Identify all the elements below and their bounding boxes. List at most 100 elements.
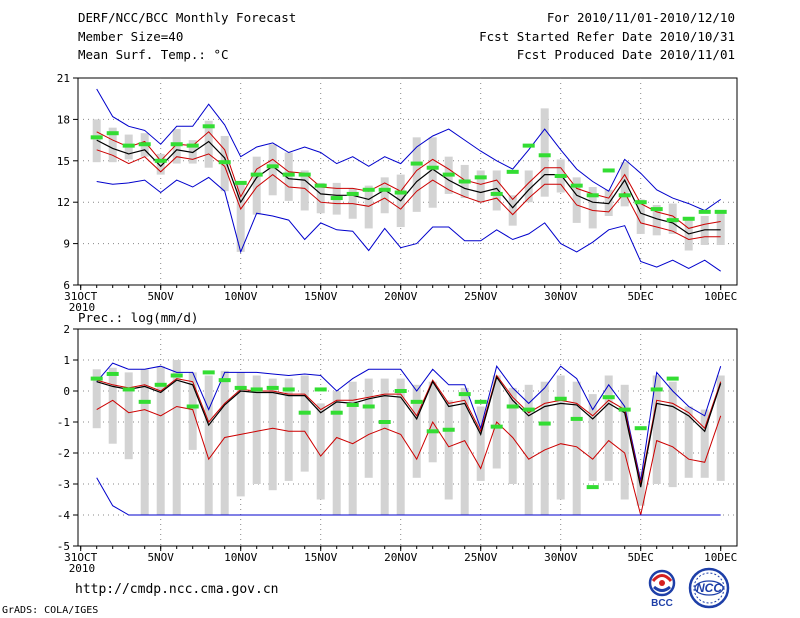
bcc-logo-text: BCC	[651, 598, 673, 608]
temp-xtick-label: 20NOV	[384, 290, 417, 303]
temp-spread-box	[716, 213, 725, 245]
prec-series-mean	[96, 375, 722, 488]
temp-observed-marker	[122, 143, 135, 148]
temp-ytick-label: 6	[63, 279, 70, 292]
prec-xtick-label: 30NOV	[544, 551, 577, 564]
prec-spread-box	[636, 471, 645, 506]
temp-spread-box	[172, 129, 181, 164]
prec-observed-marker	[586, 485, 599, 490]
temp-spread-box	[300, 170, 309, 211]
prec-observed-marker	[602, 395, 615, 400]
temp-spread-box	[92, 119, 101, 163]
prec-observed-marker	[266, 385, 279, 390]
prec-spread-box	[92, 369, 101, 429]
prec-spread-box	[556, 375, 565, 500]
temp-spread-box	[204, 120, 213, 168]
prec-spread-box	[508, 387, 517, 484]
prec-frame	[77, 328, 738, 547]
prec-spread-box	[716, 375, 725, 481]
prec-spread-box	[172, 360, 181, 515]
forecast-period: For 2010/11/01-2010/12/10	[546, 10, 735, 25]
temp-frame	[77, 77, 738, 286]
temp-ytick-label: 12	[57, 196, 70, 209]
temp-observed-marker	[378, 187, 391, 192]
temp-spread-box	[236, 181, 245, 252]
prec-series-max	[96, 362, 722, 482]
prec-observed-marker	[458, 392, 471, 397]
prec-series-min	[96, 477, 721, 516]
prec-ytick-label: 0	[63, 385, 70, 398]
prec-observed-marker	[90, 376, 103, 381]
prec-xtick-label: 31OCT	[64, 551, 97, 564]
temp-observed-marker	[106, 131, 119, 136]
prec-observed-marker	[170, 373, 183, 378]
prec-ytick-label: -2	[57, 447, 70, 460]
prec-observed-marker	[154, 382, 167, 387]
prec-observed-marker	[538, 421, 551, 426]
prec-xtick-label: 10DEC	[704, 551, 737, 564]
prec-ytick-label: 2	[63, 323, 70, 336]
temp-observed-marker	[554, 173, 567, 178]
prec-spread-box	[700, 409, 709, 478]
temp-observed-marker	[330, 196, 343, 201]
temp-observed-marker	[634, 200, 647, 205]
prec-spread-box	[300, 375, 309, 472]
chart-title: DERF/NCC/BCC Monthly Forecast	[78, 10, 297, 25]
prec-spread-box	[316, 403, 325, 500]
prec-observed-marker	[138, 399, 151, 404]
temp-spread-box	[524, 170, 533, 203]
temp-spread-box	[700, 216, 709, 245]
prec-series-lower	[96, 399, 722, 516]
prec-spread-box	[380, 378, 389, 515]
temp-observed-marker	[266, 164, 279, 169]
prec-spread-box	[476, 406, 485, 481]
prec-observed-marker	[410, 399, 423, 404]
prec-observed-marker	[234, 385, 247, 390]
prec-spread-box	[156, 366, 165, 515]
temp-spread-box	[316, 182, 325, 214]
prec-spread-box	[364, 378, 373, 478]
temp-observed-marker	[650, 207, 663, 212]
temp-observed-marker	[442, 172, 455, 177]
variable-label: Mean Surf. Temp.: °C	[78, 47, 229, 62]
prec-xtick-label: 5DEC	[627, 551, 654, 564]
prec-observed-marker	[250, 387, 263, 392]
bcc-logo: BCC	[640, 568, 684, 609]
source-url[interactable]: http://cmdp.ncc.cma.gov.cn	[75, 582, 279, 597]
temp-observed-marker	[426, 165, 439, 170]
temp-observed-marker	[618, 193, 631, 198]
prec-observed-marker	[570, 416, 583, 421]
prec-observed-marker	[378, 420, 391, 424]
prec-xtick-label: 5NOV	[147, 551, 174, 564]
temp-observed-marker	[522, 143, 535, 148]
temp-observed-marker	[186, 143, 199, 148]
prec-ytick-label: -1	[57, 416, 70, 429]
temp-observed-marker	[506, 169, 519, 174]
prec-observed-marker	[282, 387, 295, 392]
prec-observed-marker	[346, 402, 359, 407]
temp-observed-marker	[714, 209, 727, 214]
temp-spread-box	[108, 127, 117, 163]
temp-spread-box	[636, 199, 645, 234]
prec-spread-box	[348, 381, 357, 515]
temp-observed-marker	[154, 158, 167, 163]
member-size: Member Size=40	[78, 29, 184, 44]
temp-observed-marker	[234, 180, 247, 185]
prec-observed-marker	[106, 371, 119, 376]
temp-observed-marker	[570, 183, 583, 188]
temp-observed-marker	[458, 179, 471, 184]
prec-panel-title: Prec.: log(mm/d)	[78, 310, 198, 325]
temp-spread-box	[268, 144, 277, 196]
temp-spread-box	[380, 177, 389, 214]
temp-spread-box	[652, 204, 661, 236]
temp-observed-marker	[682, 216, 695, 221]
bcc-logo-icon: BCC	[648, 569, 676, 609]
prec-xtick-label: 20NOV	[384, 551, 417, 564]
temp-observed-marker	[346, 191, 359, 196]
ncc-logo: NCC	[684, 567, 734, 609]
temp-ytick-label: 18	[57, 113, 70, 126]
prec-observed-marker	[330, 410, 343, 415]
prec-spread-box	[396, 378, 405, 515]
prec-spread-box	[140, 369, 149, 515]
temp-xtick-label: 10NOV	[224, 290, 257, 303]
